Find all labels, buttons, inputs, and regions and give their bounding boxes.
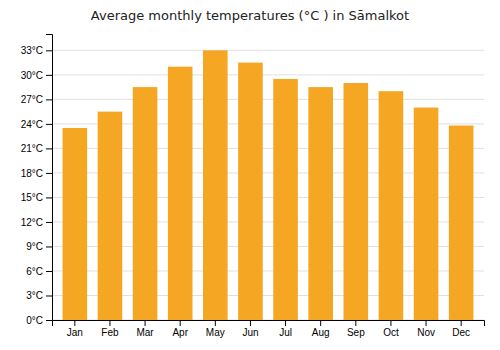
- tick-label: 30°C: [21, 70, 43, 81]
- bar: [379, 91, 404, 320]
- tick-mark: [46, 271, 52, 272]
- tick-label: Jun: [242, 327, 258, 338]
- y-axis: 0°C 3°C 6°C 9°C 12°C 15°C 18°C 21°C 24°C 27°C 30°C…: [21, 35, 53, 326]
- bar: [203, 50, 228, 320]
- tick-label: 24°C: [21, 119, 43, 130]
- y-tick: 15°C: [21, 192, 52, 203]
- tick-label: 15°C: [21, 192, 43, 203]
- x-axis: Jan Feb Mar Apr May Jun Jul Aug Sep Oct Nov Dec: [53, 320, 485, 338]
- y-tick: 27°C: [21, 94, 52, 105]
- tick-mark: [46, 75, 52, 76]
- y-tick: 24°C: [21, 119, 52, 130]
- tick-mark: [46, 320, 52, 321]
- tick-label: May: [206, 327, 225, 338]
- y-tick: 9°C: [26, 241, 52, 252]
- axis-line: [53, 321, 485, 327]
- tick-mark: [250, 320, 251, 326]
- bar: [308, 87, 333, 320]
- tick-label: Jul: [279, 327, 292, 338]
- tick-mark: [180, 320, 181, 326]
- tick-mark: [46, 99, 52, 100]
- tick-label: 27°C: [21, 94, 43, 105]
- x-tick: Sep: [347, 320, 365, 338]
- x-tick: Apr: [172, 320, 188, 338]
- tick-label: Oct: [383, 327, 399, 338]
- tick-mark: [46, 295, 52, 296]
- x-tick: Aug: [312, 320, 330, 338]
- bar: [414, 108, 439, 320]
- chart: Average monthly temperatures (°C ) in Sā…: [0, 0, 500, 350]
- x-tick: Oct: [383, 320, 399, 338]
- tick-label: Jan: [67, 327, 83, 338]
- plot: Jan Feb Mar Apr May Jun Jul Aug Sep Oct Nov Dec 0°C 3…: [21, 35, 485, 339]
- tick-mark: [320, 320, 321, 326]
- y-tick: 3°C: [26, 290, 52, 301]
- tick-label: Sep: [347, 327, 365, 338]
- title: Average monthly temperatures (°C ) in Sā…: [91, 8, 409, 23]
- tick-label: 0°C: [26, 315, 43, 326]
- tick-label: 12°C: [21, 217, 43, 228]
- x-tick: Jun: [242, 320, 258, 338]
- tick-label: 3°C: [26, 290, 43, 301]
- x-tick: Mar: [136, 320, 154, 338]
- tick-label: 6°C: [26, 266, 43, 277]
- tick-mark: [46, 173, 52, 174]
- tick-mark: [46, 50, 52, 51]
- tick-mark: [74, 320, 75, 326]
- x-tick: Feb: [101, 320, 119, 338]
- tick-mark: [46, 197, 52, 198]
- tick-mark: [109, 320, 110, 326]
- tick-label: Nov: [417, 327, 435, 338]
- y-tick: 30°C: [21, 70, 52, 81]
- x-tick: Nov: [417, 320, 435, 338]
- tick-label: Feb: [101, 327, 119, 338]
- bar: [63, 128, 88, 320]
- y-tick: 12°C: [21, 217, 52, 228]
- tick-label: 9°C: [26, 241, 43, 252]
- bar: [238, 63, 263, 320]
- y-tick: 0°C: [26, 315, 52, 326]
- bar: [133, 87, 158, 320]
- grid-line: [52, 50, 484, 51]
- tick-mark: [46, 246, 52, 247]
- tick-mark: [426, 320, 427, 326]
- bar: [344, 83, 369, 320]
- bars: [63, 50, 474, 320]
- tick-label: Mar: [136, 327, 154, 338]
- grid: [52, 50, 484, 320]
- y-tick: 6°C: [26, 266, 52, 277]
- tick-mark: [46, 222, 52, 223]
- grid-line: [52, 74, 484, 75]
- bar: [273, 79, 298, 320]
- tick-mark: [145, 320, 146, 326]
- tick-label: Apr: [172, 327, 188, 338]
- tick-mark: [461, 320, 462, 326]
- axis-line: [46, 35, 53, 321]
- grid-line: [52, 99, 484, 100]
- y-tick: 18°C: [21, 168, 52, 179]
- x-tick: Jul: [279, 320, 292, 338]
- tick-label: Aug: [312, 327, 330, 338]
- tick-label: 21°C: [21, 143, 43, 154]
- x-tick: Dec: [452, 320, 470, 338]
- tick-label: Dec: [452, 327, 470, 338]
- tick-mark: [355, 320, 356, 326]
- x-tick: Jan: [67, 320, 83, 338]
- bar: [98, 112, 123, 320]
- tick-mark: [285, 320, 286, 326]
- y-tick: 33°C: [21, 45, 52, 56]
- tick-label: 33°C: [21, 45, 43, 56]
- x-tick: May: [206, 320, 225, 338]
- y-tick: 21°C: [21, 143, 52, 154]
- tick-mark: [390, 320, 391, 326]
- bar: [168, 67, 193, 320]
- tick-label: 18°C: [21, 168, 43, 179]
- tick-mark: [46, 124, 52, 125]
- tick-mark: [215, 320, 216, 326]
- tick-mark: [46, 148, 52, 149]
- bar: [449, 126, 474, 320]
